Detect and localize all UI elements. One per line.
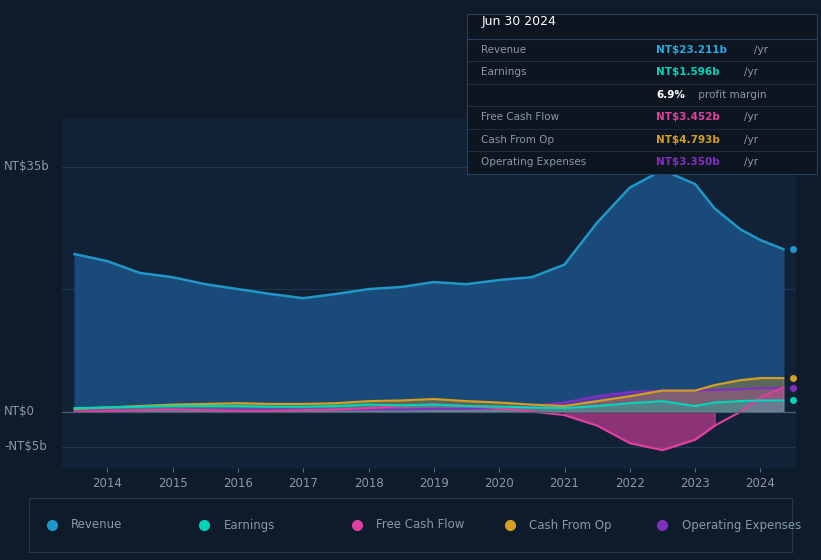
Text: Operating Expenses: Operating Expenses bbox=[481, 157, 586, 167]
Text: NT$3.452b: NT$3.452b bbox=[656, 113, 720, 123]
Text: /yr: /yr bbox=[744, 157, 758, 167]
Text: NT$1.596b: NT$1.596b bbox=[656, 67, 720, 77]
Text: Free Cash Flow: Free Cash Flow bbox=[481, 113, 559, 123]
Text: Cash From Op: Cash From Op bbox=[529, 519, 612, 531]
Text: Earnings: Earnings bbox=[223, 519, 275, 531]
Text: NT$35b: NT$35b bbox=[4, 160, 50, 173]
Text: 6.9%: 6.9% bbox=[656, 90, 685, 100]
Text: profit margin: profit margin bbox=[695, 90, 767, 100]
Text: Revenue: Revenue bbox=[71, 519, 122, 531]
Text: Jun 30 2024: Jun 30 2024 bbox=[481, 15, 556, 28]
Text: Cash From Op: Cash From Op bbox=[481, 135, 554, 145]
Text: /yr: /yr bbox=[744, 113, 758, 123]
Text: NT$0: NT$0 bbox=[4, 405, 35, 418]
Text: Revenue: Revenue bbox=[481, 45, 526, 55]
Text: -NT$5b: -NT$5b bbox=[4, 440, 47, 453]
Text: NT$4.793b: NT$4.793b bbox=[656, 135, 720, 145]
Text: /yr: /yr bbox=[744, 67, 758, 77]
Text: NT$3.350b: NT$3.350b bbox=[656, 157, 720, 167]
Text: Operating Expenses: Operating Expenses bbox=[681, 519, 800, 531]
Text: Free Cash Flow: Free Cash Flow bbox=[376, 519, 465, 531]
Text: NT$23.211b: NT$23.211b bbox=[656, 45, 727, 55]
Text: /yr: /yr bbox=[754, 45, 768, 55]
Text: /yr: /yr bbox=[744, 135, 758, 145]
Text: Earnings: Earnings bbox=[481, 67, 526, 77]
